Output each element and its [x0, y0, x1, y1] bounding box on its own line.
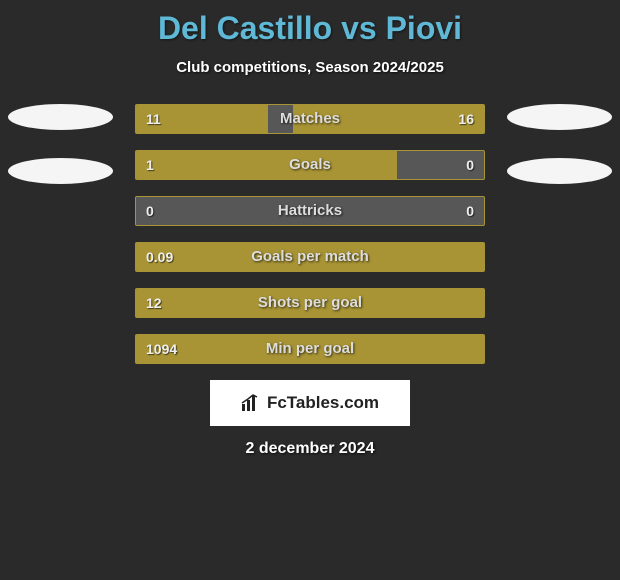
player-badge-left-2 [8, 158, 113, 184]
date-label: 2 december 2024 [0, 440, 620, 458]
bars-container: 1116Matches 10Goals 00Hattricks 0.09Goals p… [135, 104, 485, 364]
stat-row-matches: 1116Matches [135, 104, 485, 134]
stat-row-shots-per-goal: 12Shots per goal [135, 288, 485, 318]
stat-row-min-per-goal: 1094Min per goal [135, 334, 485, 364]
stat-row-goals: 10Goals [135, 150, 485, 180]
stat-label: Goals per match [136, 243, 484, 272]
stat-label: Hattricks [136, 197, 484, 226]
subtitle: Club competitions, Season 2024/2025 [0, 59, 620, 76]
chart-icon [241, 394, 261, 412]
page-title: Del Castillo vs Piovi [0, 10, 620, 47]
comparison-widget: Del Castillo vs Piovi Club competitions,… [0, 0, 620, 580]
stat-label: Min per goal [136, 335, 484, 364]
stat-row-goals-per-match: 0.09Goals per match [135, 242, 485, 272]
player-badge-right-1 [507, 104, 612, 130]
stat-label: Shots per goal [136, 289, 484, 318]
stat-label: Matches [136, 105, 484, 134]
left-ellipses [8, 104, 113, 212]
logo-text: FcTables.com [267, 393, 379, 413]
stat-label: Goals [136, 151, 484, 180]
right-ellipses [507, 104, 612, 212]
logo-badge[interactable]: FcTables.com [210, 380, 410, 426]
stat-row-hattricks: 00Hattricks [135, 196, 485, 226]
chart-area: 1116Matches 10Goals 00Hattricks 0.09Goals p… [0, 104, 620, 364]
player-badge-left-1 [8, 104, 113, 130]
player-badge-right-2 [507, 158, 612, 184]
